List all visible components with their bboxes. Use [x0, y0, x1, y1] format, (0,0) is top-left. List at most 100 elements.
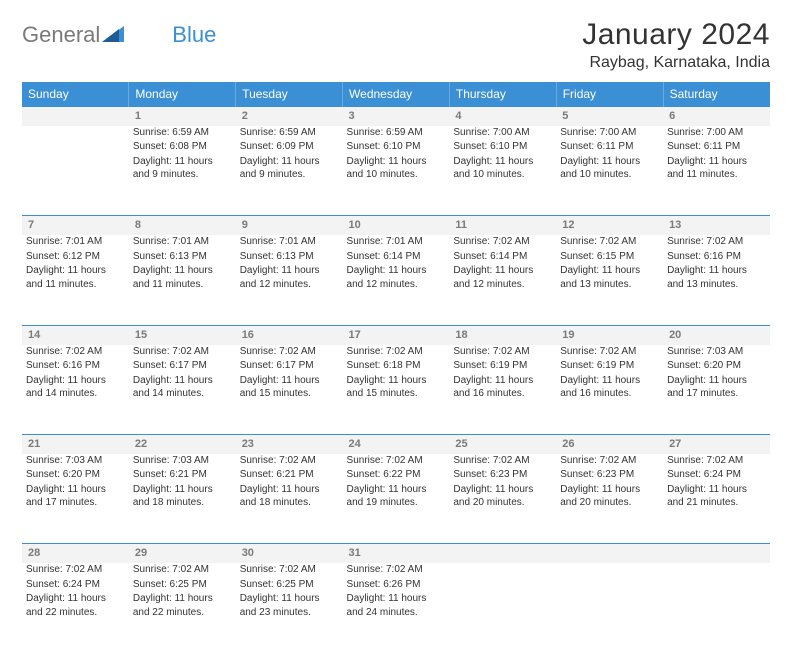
sunrise-line: Sunrise: 7:01 AM — [240, 235, 339, 249]
day-cell: Sunrise: 7:00 AMSunset: 6:11 PMDaylight:… — [556, 126, 663, 216]
sunset-line: Sunset: 6:25 PM — [240, 578, 339, 592]
sunset-line: Sunset: 6:26 PM — [347, 578, 446, 592]
day-cell: Sunrise: 7:01 AMSunset: 6:13 PMDaylight:… — [129, 235, 236, 325]
sunset-line: Sunset: 6:12 PM — [26, 250, 125, 264]
sunrise-line: Sunrise: 7:02 AM — [667, 235, 766, 249]
day-number-cell: 12 — [556, 216, 663, 235]
sunset-line: Sunset: 6:19 PM — [560, 359, 659, 373]
day-number-row: 28293031 — [22, 544, 770, 563]
sunset-line: Sunset: 6:23 PM — [560, 468, 659, 482]
sunset-line: Sunset: 6:20 PM — [667, 359, 766, 373]
daylight-line: Daylight: 11 hours and 20 minutes. — [560, 483, 659, 510]
daylight-line: Daylight: 11 hours and 18 minutes. — [133, 483, 232, 510]
day-number-cell: 23 — [236, 435, 343, 454]
day-cell: Sunrise: 7:02 AMSunset: 6:16 PMDaylight:… — [663, 235, 770, 325]
daylight-line: Daylight: 11 hours and 16 minutes. — [560, 374, 659, 401]
day-cell: Sunrise: 7:03 AMSunset: 6:20 PMDaylight:… — [663, 345, 770, 435]
day-cell: Sunrise: 6:59 AMSunset: 6:10 PMDaylight:… — [343, 126, 450, 216]
day-cell: Sunrise: 7:02 AMSunset: 6:17 PMDaylight:… — [129, 345, 236, 435]
daylight-line: Daylight: 11 hours and 13 minutes. — [560, 264, 659, 291]
sunrise-line: Sunrise: 7:02 AM — [240, 345, 339, 359]
daylight-line: Daylight: 11 hours and 11 minutes. — [26, 264, 125, 291]
day-number-cell: 25 — [449, 435, 556, 454]
day-number-cell: 13 — [663, 216, 770, 235]
day-number-cell: 30 — [236, 544, 343, 563]
sunset-line: Sunset: 6:25 PM — [133, 578, 232, 592]
weekday-header-row: Sunday Monday Tuesday Wednesday Thursday… — [22, 82, 770, 107]
daylight-line: Daylight: 11 hours and 12 minutes. — [453, 264, 552, 291]
sunrise-line: Sunrise: 7:02 AM — [26, 563, 125, 577]
daylight-line: Daylight: 11 hours and 14 minutes. — [26, 374, 125, 401]
daylight-line: Daylight: 11 hours and 16 minutes. — [453, 374, 552, 401]
sunset-line: Sunset: 6:19 PM — [453, 359, 552, 373]
day-number-cell: 17 — [343, 325, 450, 344]
sunset-line: Sunset: 6:09 PM — [240, 140, 339, 154]
day-cell: Sunrise: 6:59 AMSunset: 6:09 PMDaylight:… — [236, 126, 343, 216]
day-number-cell: 11 — [449, 216, 556, 235]
daylight-line: Daylight: 11 hours and 23 minutes. — [240, 592, 339, 619]
daylight-line: Daylight: 11 hours and 10 minutes. — [347, 155, 446, 182]
sunset-line: Sunset: 6:24 PM — [26, 578, 125, 592]
col-tuesday: Tuesday — [236, 82, 343, 107]
sunset-line: Sunset: 6:20 PM — [26, 468, 125, 482]
day-number-cell: 14 — [22, 325, 129, 344]
logo-text-general: General — [22, 22, 100, 48]
calendar-table: Sunday Monday Tuesday Wednesday Thursday… — [22, 82, 770, 653]
day-number-row: 78910111213 — [22, 216, 770, 235]
location-label: Raybag, Karnataka, India — [582, 54, 770, 72]
sunset-line: Sunset: 6:13 PM — [133, 250, 232, 264]
daylight-line: Daylight: 11 hours and 9 minutes. — [240, 155, 339, 182]
daylight-line: Daylight: 11 hours and 20 minutes. — [453, 483, 552, 510]
day-cell — [663, 563, 770, 653]
day-number-cell: 20 — [663, 325, 770, 344]
col-thursday: Thursday — [449, 82, 556, 107]
day-cell: Sunrise: 7:02 AMSunset: 6:24 PMDaylight:… — [22, 563, 129, 653]
sunrise-line: Sunrise: 7:02 AM — [133, 563, 232, 577]
day-cell: Sunrise: 7:01 AMSunset: 6:14 PMDaylight:… — [343, 235, 450, 325]
day-content-row: Sunrise: 7:02 AMSunset: 6:16 PMDaylight:… — [22, 345, 770, 435]
sunrise-line: Sunrise: 7:02 AM — [667, 454, 766, 468]
col-monday: Monday — [129, 82, 236, 107]
day-cell: Sunrise: 7:03 AMSunset: 6:21 PMDaylight:… — [129, 454, 236, 544]
day-number-row: 123456 — [22, 107, 770, 126]
day-number-cell: 19 — [556, 325, 663, 344]
sunset-line: Sunset: 6:11 PM — [667, 140, 766, 154]
day-cell: Sunrise: 7:02 AMSunset: 6:26 PMDaylight:… — [343, 563, 450, 653]
day-number-cell: 15 — [129, 325, 236, 344]
sunrise-line: Sunrise: 7:02 AM — [560, 235, 659, 249]
sunrise-line: Sunrise: 6:59 AM — [133, 126, 232, 140]
day-cell: Sunrise: 7:02 AMSunset: 6:23 PMDaylight:… — [556, 454, 663, 544]
sunrise-line: Sunrise: 7:00 AM — [453, 126, 552, 140]
day-cell: Sunrise: 7:02 AMSunset: 6:25 PMDaylight:… — [236, 563, 343, 653]
sunrise-line: Sunrise: 7:02 AM — [240, 454, 339, 468]
calendar-body: 123456Sunrise: 6:59 AMSunset: 6:08 PM Day… — [22, 107, 770, 653]
daylight-line: Daylight: 11 hours and 11 minutes. — [667, 155, 766, 182]
day-content-row: Sunrise: 7:03 AMSunset: 6:20 PMDaylight:… — [22, 454, 770, 544]
sunset-line: Sunset: 6:08 PM — [133, 140, 232, 154]
header: General Blue January 2024 Raybag, Karnat… — [22, 18, 770, 72]
sunrise-line: Sunrise: 7:00 AM — [560, 126, 659, 140]
daylight-line: Daylight: 11 hours and 12 minutes. — [347, 264, 446, 291]
day-cell: Sunrise: 7:02 AMSunset: 6:14 PMDaylight:… — [449, 235, 556, 325]
day-cell: Sunrise: 7:02 AMSunset: 6:22 PMDaylight:… — [343, 454, 450, 544]
day-content-row: Sunrise: 6:59 AMSunset: 6:08 PM Daylight:… — [22, 126, 770, 216]
sunrise-line: Sunrise: 7:02 AM — [133, 345, 232, 359]
sunrise-line: Sunrise: 7:02 AM — [560, 345, 659, 359]
day-cell: Sunrise: 7:02 AMSunset: 6:16 PMDaylight:… — [22, 345, 129, 435]
sunrise-line: Sunrise: 7:01 AM — [133, 235, 232, 249]
day-number-cell: 2 — [236, 107, 343, 126]
daylight-line: Daylight: 11 hours and 15 minutes. — [240, 374, 339, 401]
daylight-line: Daylight: 11 hours and 17 minutes. — [667, 374, 766, 401]
logo-text-blue: Blue — [172, 22, 216, 48]
day-number-cell — [449, 544, 556, 563]
day-number-cell: 29 — [129, 544, 236, 563]
day-number-cell: 5 — [556, 107, 663, 126]
daylight-line: Daylight: 11 hours and 10 minutes. — [453, 155, 552, 182]
day-cell: Sunrise: 7:02 AMSunset: 6:19 PMDaylight:… — [556, 345, 663, 435]
day-number-cell — [556, 544, 663, 563]
day-cell: Sunrise: 7:02 AMSunset: 6:18 PMDaylight:… — [343, 345, 450, 435]
day-content-row: Sunrise: 7:02 AMSunset: 6:24 PMDaylight:… — [22, 563, 770, 653]
daylight-line: Daylight: 11 hours and 17 minutes. — [26, 483, 125, 510]
sunrise-line: Sunrise: 7:02 AM — [560, 454, 659, 468]
sunset-line: Sunset: 6:24 PM — [667, 468, 766, 482]
